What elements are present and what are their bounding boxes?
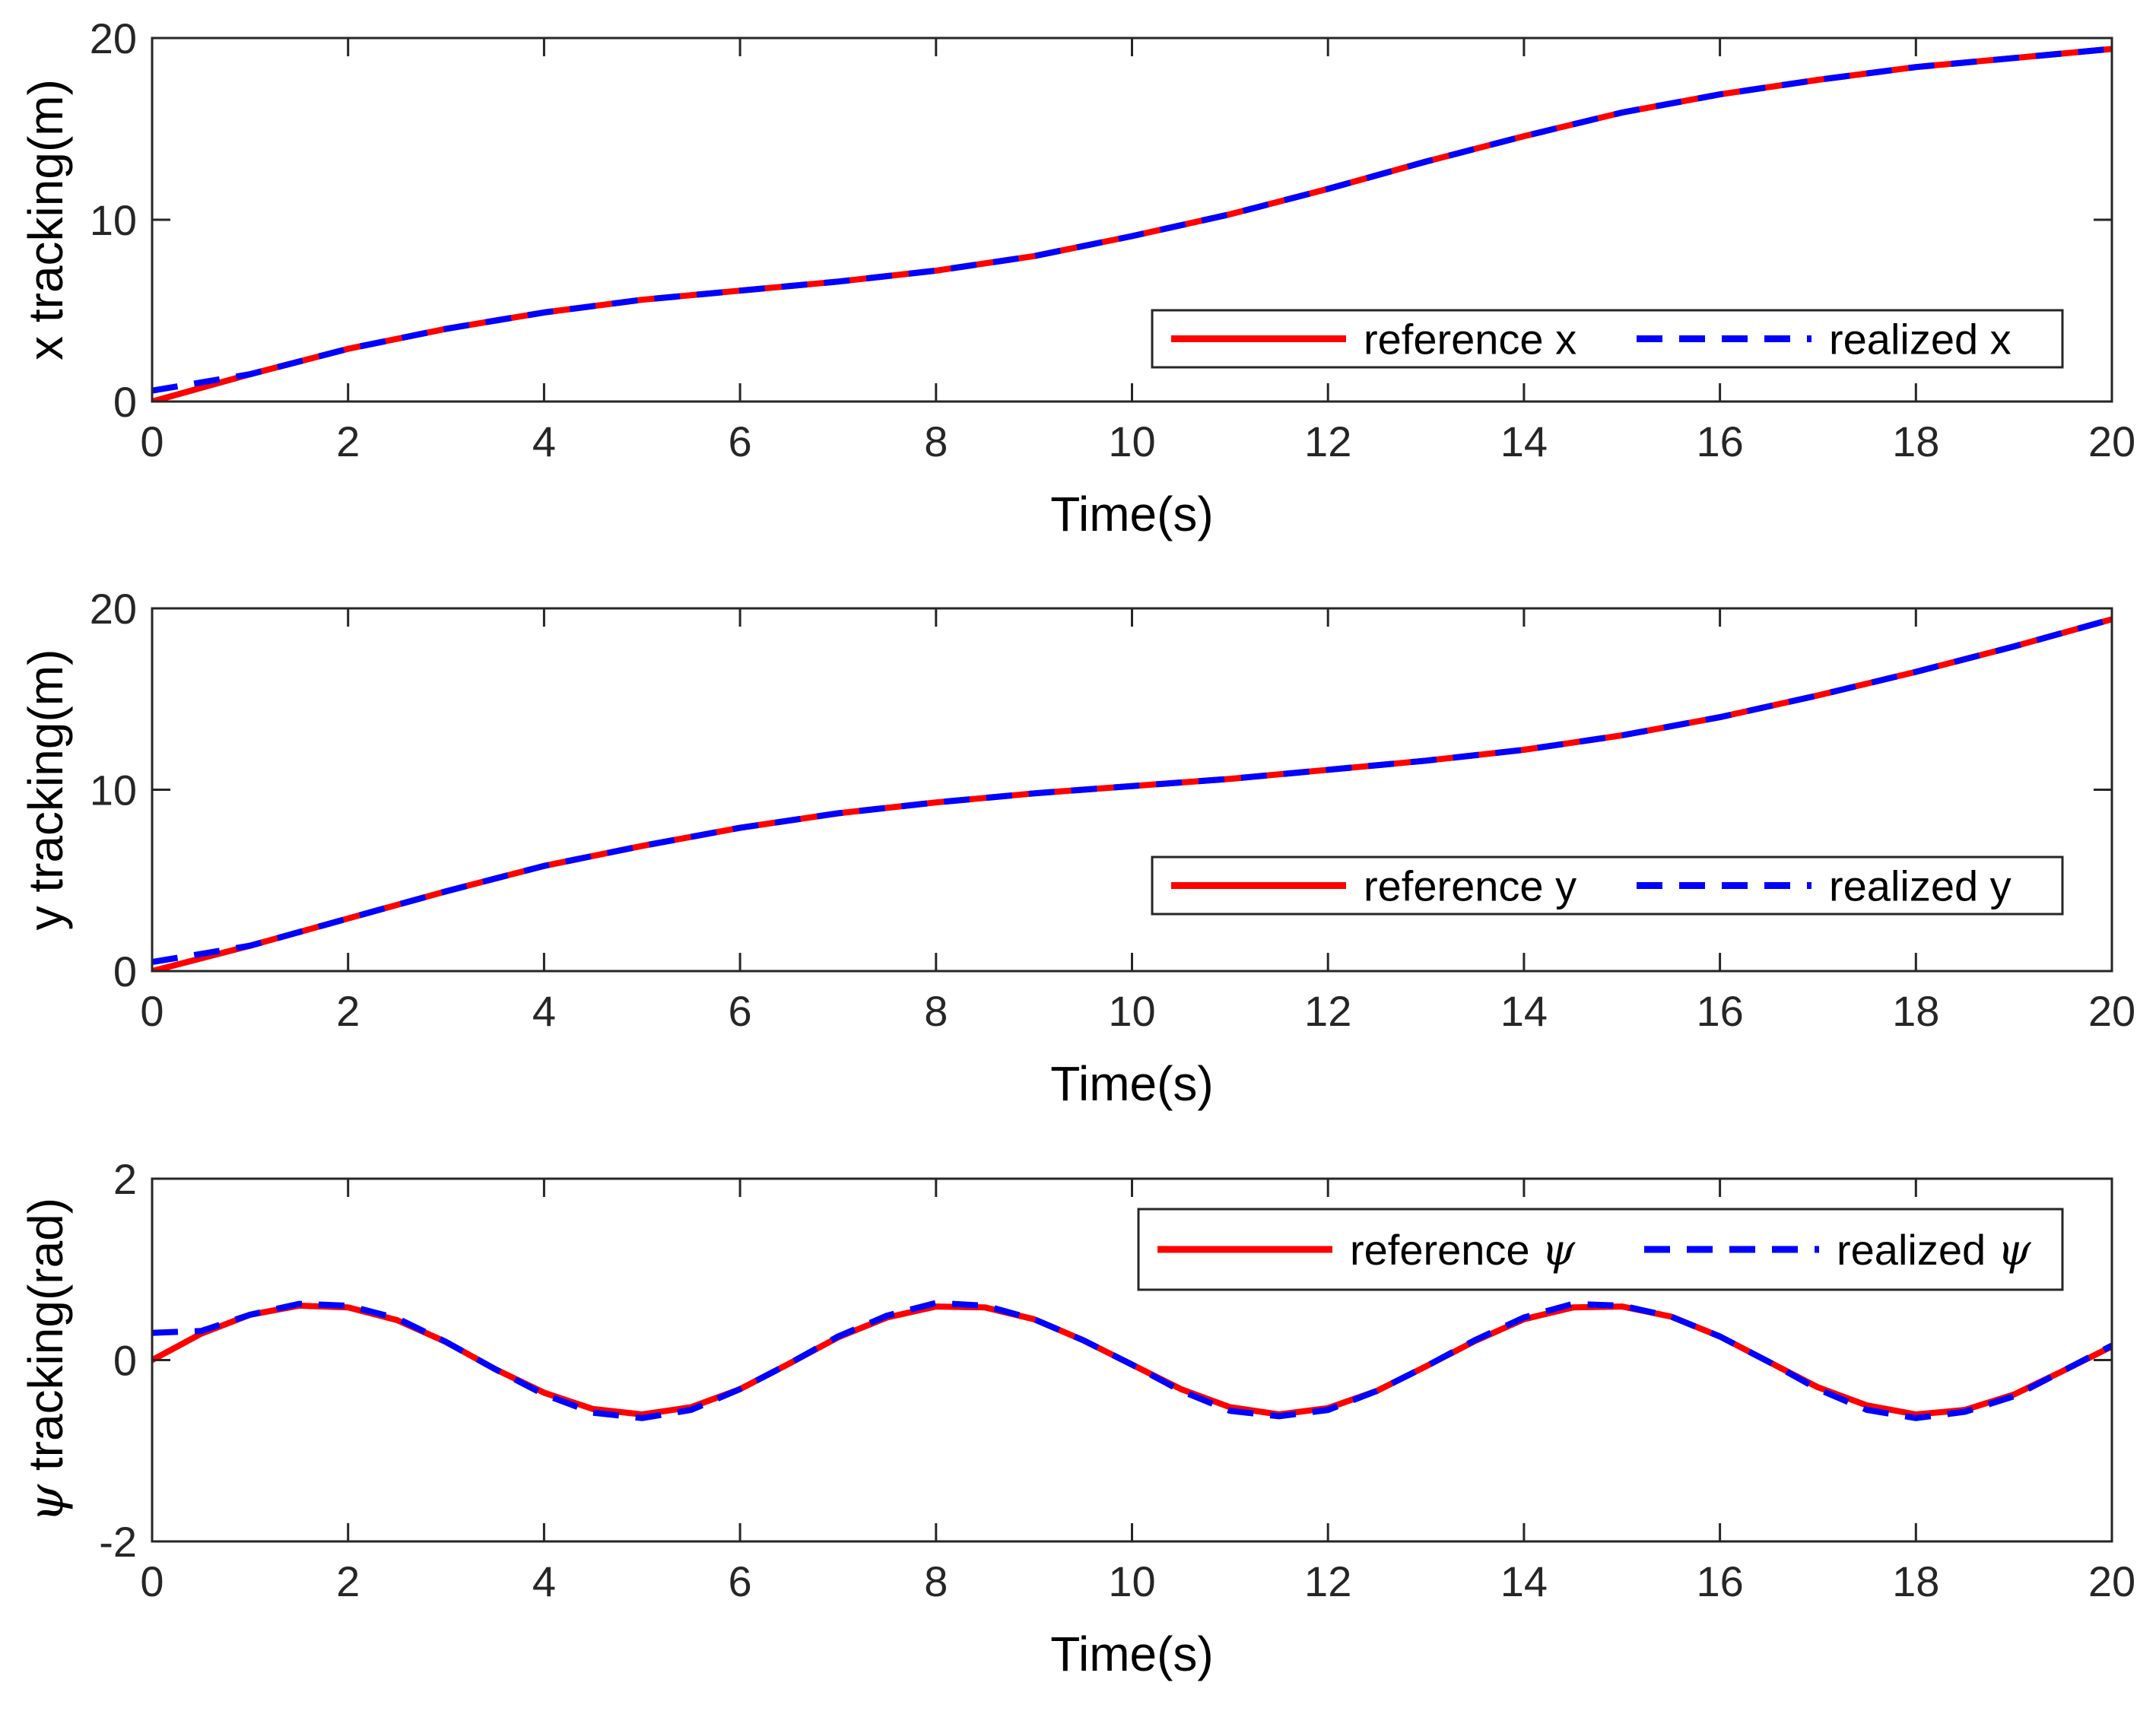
x-tick-label: 8	[924, 1557, 948, 1605]
x-tick-label: 2	[336, 1557, 360, 1605]
y-tick-label: 0	[113, 378, 137, 426]
x-tick-label: 12	[1304, 987, 1351, 1035]
x-tick-label: 16	[1696, 1557, 1743, 1605]
x-tick-label: 4	[532, 1557, 556, 1605]
x-tick-label: 10	[1108, 417, 1155, 465]
legend: reference ψ realized ψ	[1137, 1208, 2064, 1291]
legend-label: realized ψ	[1837, 1226, 2032, 1275]
y-tick-label: 0	[113, 1337, 137, 1385]
legend-label: reference y	[1364, 862, 1577, 910]
legend: reference y realized y	[1151, 856, 2064, 916]
y-tick-label: 0	[113, 948, 137, 995]
series-line-reference	[152, 1303, 2112, 1417]
y-tick-label: -2	[99, 1518, 137, 1566]
x-tick-label: 18	[1892, 417, 1939, 465]
x-tick-label: 2	[336, 987, 360, 1035]
x-tick-label: 16	[1696, 987, 1743, 1035]
x-tick-label: 2	[336, 417, 360, 465]
y-axis-label: y tracking(m)	[18, 649, 73, 931]
legend-label: reference ψ	[1350, 1226, 1576, 1275]
x-tick-label: 6	[729, 1557, 752, 1605]
y-tick-label: 2	[113, 1155, 137, 1203]
x-tick-label: 20	[2088, 987, 2135, 1035]
x-tick-label: 14	[1500, 1557, 1548, 1605]
x-tick-label: 0	[140, 987, 164, 1035]
y-tick-label: 10	[90, 196, 137, 244]
legend-label: realized y	[1829, 862, 2012, 910]
x-tick-label: 20	[2088, 1557, 2135, 1605]
x-tick-label: 18	[1892, 987, 1939, 1035]
x-tick-label: 10	[1108, 1557, 1155, 1605]
x-tick-label: 10	[1108, 987, 1155, 1035]
y-tick-label: 20	[90, 585, 137, 633]
series-line-realized	[152, 1300, 2112, 1421]
y-tick-label: 20	[90, 14, 137, 62]
x-axis-label: Time(s)	[1050, 1627, 1213, 1681]
x-tick-label: 8	[924, 987, 948, 1035]
y-tick-label: 10	[90, 767, 137, 814]
x-axis-label: Time(s)	[1050, 487, 1213, 541]
panel-1: 0 2 4 6 8 10 12 14 16 18 20 0 10 20 Time(s) x tracking(…	[18, 14, 2135, 541]
x-tick-label: 6	[729, 417, 752, 465]
y-axis-label: ψ tracking(rad)	[18, 1198, 75, 1522]
x-tick-label: 18	[1892, 1557, 1939, 1605]
axes-box	[151, 607, 2113, 973]
x-tick-label: 0	[140, 417, 164, 465]
x-tick-label: 20	[2088, 417, 2135, 465]
legend: reference x realized x	[1151, 309, 2064, 369]
x-tick-label: 14	[1500, 987, 1548, 1035]
legend-label: realized x	[1829, 316, 2012, 363]
x-tick-label: 0	[140, 1557, 164, 1605]
x-axis-label: Time(s)	[1050, 1056, 1213, 1111]
x-tick-label: 8	[924, 417, 948, 465]
series-line-realized	[152, 46, 2112, 394]
x-tick-label: 4	[532, 987, 556, 1035]
x-tick-label: 14	[1500, 417, 1548, 465]
legend-label: reference x	[1364, 316, 1577, 363]
y-axis-label: x tracking(m)	[18, 79, 73, 360]
x-tick-label: 12	[1304, 1557, 1351, 1605]
x-tick-label: 12	[1304, 417, 1351, 465]
series-line-realized	[152, 616, 2112, 966]
x-tick-label: 4	[532, 417, 556, 465]
panel-2: 0 2 4 6 8 10 12 14 16 18 20 0 10 20 Time(s) y tracking(…	[18, 585, 2135, 1111]
series-line-reference	[152, 616, 2112, 971]
x-tick-label: 16	[1696, 417, 1743, 465]
x-tick-label: 6	[729, 987, 752, 1035]
